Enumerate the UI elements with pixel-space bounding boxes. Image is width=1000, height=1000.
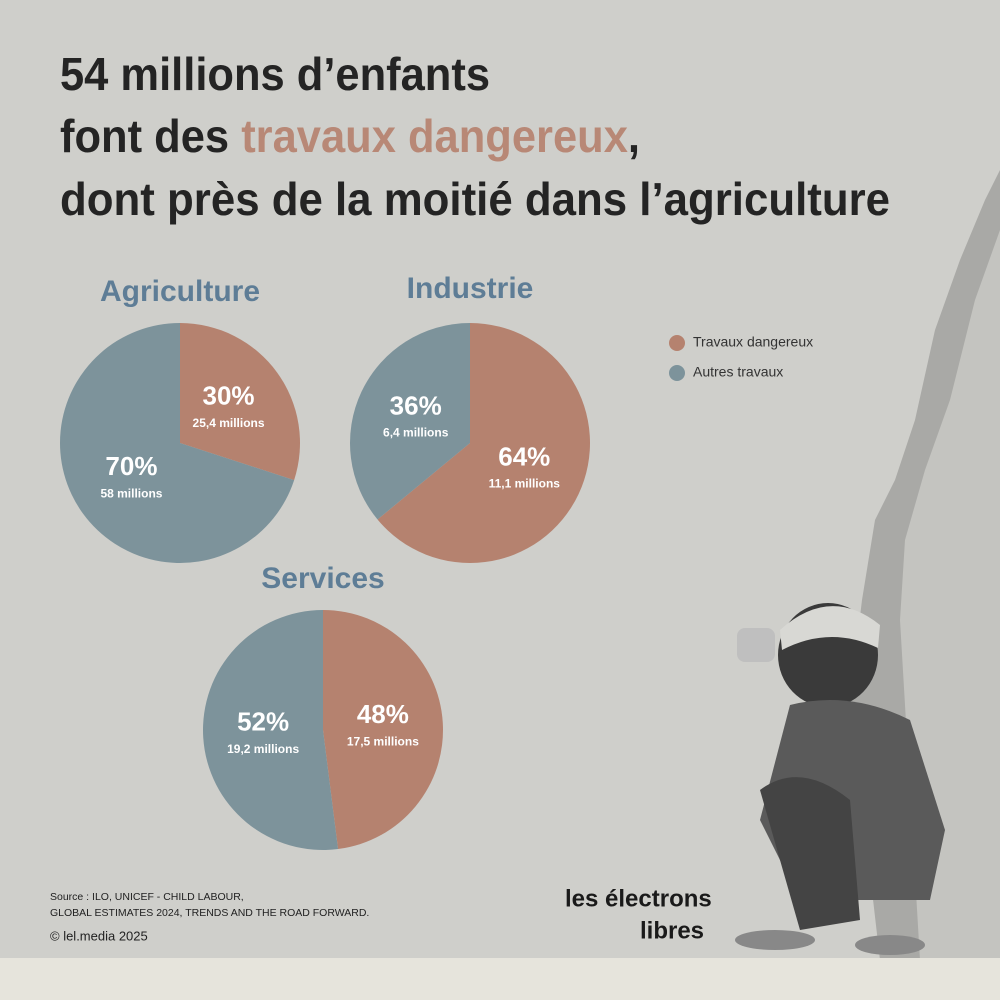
title-line: dont près de la moitié dans l’agricultur… — [60, 173, 890, 225]
copyright: © lel.media 2025 — [50, 928, 148, 943]
pie-slice — [180, 323, 300, 481]
pie-slice — [323, 610, 444, 850]
title-line: font des travaux dangereux, — [60, 110, 640, 162]
sub-label: 19,2 millions — [227, 742, 299, 756]
logo: libres — [640, 917, 704, 944]
pie-slice — [377, 323, 590, 563]
value-label: 64% — [498, 441, 550, 471]
sub-label: 25,4 millions — [193, 416, 265, 430]
sub-label: 6,4 millions — [383, 426, 449, 440]
legend-swatch — [669, 365, 685, 381]
title: 54 millions d’enfants font des travaux da… — [60, 48, 890, 225]
cap — [780, 606, 880, 650]
sandal — [735, 930, 815, 950]
pie-slice — [59, 323, 295, 563]
child-legs — [760, 777, 860, 930]
value-label: 48% — [357, 699, 409, 729]
source: GLOBAL ESTIMATES 2024, TRENDS AND THE RO… — [50, 907, 369, 919]
legend-label: Travaux dangereux — [693, 334, 813, 350]
title-before: font des — [60, 110, 241, 162]
sub-label: 58 millions — [100, 486, 162, 500]
sub-label: 17,5 millions — [347, 734, 419, 748]
lamp — [737, 628, 775, 662]
value-label: 70% — [105, 451, 157, 481]
logo: les électrons — [565, 885, 712, 912]
source: Source : ILO, UNICEF - CHILD LABOUR, — [50, 891, 244, 903]
value-label: 36% — [390, 390, 442, 420]
legend-label: Autres travaux — [693, 364, 783, 380]
title-line: 54 millions d’enfants — [60, 48, 490, 100]
charts: Agriculture 30% 25,4 millions 70% 58 million… — [59, 272, 590, 850]
pie-slice — [349, 323, 470, 520]
title-before: dont près de la moitié dans l’agricultur… — [60, 173, 890, 225]
legend-swatch — [669, 335, 685, 351]
pie-title: Services — [261, 562, 384, 595]
value-label: 52% — [237, 707, 289, 737]
sub-label: 11,1 millions — [489, 477, 561, 491]
child-illustration — [735, 603, 945, 955]
legend: Travaux dangereux Autres travaux — [669, 334, 813, 381]
pie-title: Industrie — [407, 272, 534, 305]
pie-slice — [203, 610, 339, 850]
title-after: , — [628, 110, 640, 162]
value-label: 30% — [203, 381, 255, 411]
pie-title: Agriculture — [100, 275, 260, 308]
footer: Source : ILO, UNICEF - CHILD LABOUR, GLOB… — [50, 885, 712, 944]
title-before: 54 millions d’enfants — [60, 48, 490, 100]
sandal — [855, 935, 925, 955]
ground — [0, 958, 1000, 1000]
title-highlight: travaux dangereux — [241, 110, 628, 162]
